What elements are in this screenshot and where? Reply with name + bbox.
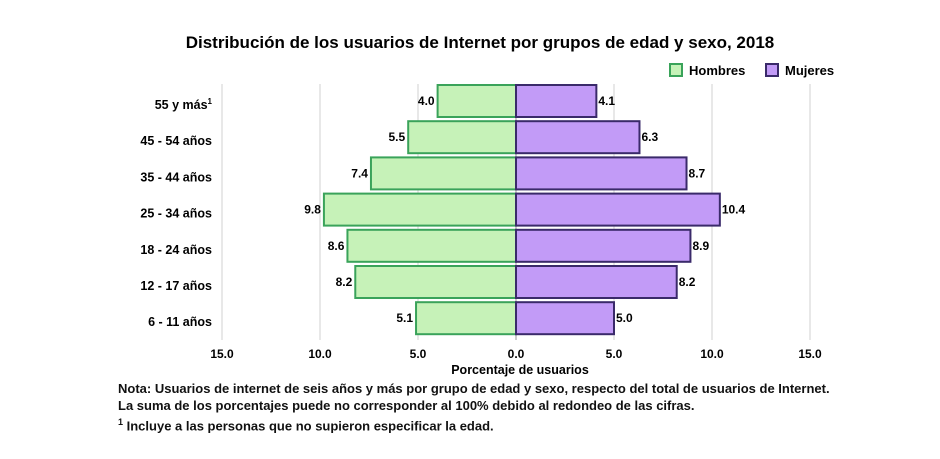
- note-line-1: Nota: Usuarios de internet de seis años …: [118, 381, 830, 396]
- value-label-mujeres: 6.3: [641, 130, 658, 144]
- value-label-mujeres: 8.9: [692, 239, 709, 253]
- category-label: 45 - 54 años: [140, 134, 212, 148]
- bar-mujeres: [515, 301, 615, 336]
- x-tick-label: 10.0: [700, 347, 724, 361]
- note-line-3-text: Incluye a las personas que no supieron e…: [123, 418, 494, 434]
- value-label-hombres: 4.0: [418, 94, 435, 108]
- legend: Hombres Mujeres: [669, 63, 834, 78]
- bar-hombres: [354, 265, 517, 299]
- value-label-mujeres: 5.0: [616, 311, 633, 325]
- legend-hombres-label: Hombres: [689, 63, 745, 78]
- bars: [322, 84, 721, 336]
- bar-mujeres: [515, 265, 678, 299]
- legend-mujeres-swatch: [765, 63, 779, 77]
- chart-title: Distribución de los usuarios de Internet…: [186, 33, 775, 52]
- value-label-hombres: 8.2: [336, 275, 353, 289]
- value-label-mujeres: 8.7: [689, 166, 706, 180]
- value-label-hombres: 7.4: [351, 166, 368, 180]
- value-label-mujeres: 8.2: [679, 275, 696, 289]
- category-label: 25 - 34 años: [140, 207, 212, 221]
- x-axis-label: Porcentaje de usuarios: [451, 363, 589, 377]
- value-label-hombres: 5.1: [396, 311, 413, 325]
- category-label: 35 - 44 años: [140, 170, 212, 184]
- value-label-hombres: 5.5: [389, 130, 406, 144]
- bar-hombres: [369, 156, 517, 191]
- x-tick-label: 0.0: [508, 347, 525, 361]
- bar-hombres: [436, 84, 518, 118]
- x-tick-label: 5.0: [606, 347, 623, 361]
- bar-hombres: [415, 301, 518, 336]
- bar-hombres: [407, 120, 518, 155]
- bar-hombres: [346, 228, 517, 263]
- category-label: 18 - 24 años: [140, 243, 212, 257]
- bar-mujeres: [515, 120, 641, 155]
- x-tick-label: 10.0: [308, 347, 332, 361]
- category-labels: 55 y más1 45 - 54 años 35 - 44 años 25 - 34…: [140, 97, 212, 329]
- bar-mujeres: [515, 228, 692, 263]
- category-label: 55 y más1: [155, 97, 213, 112]
- value-label-mujeres: 4.1: [598, 94, 615, 108]
- population-pyramid-chart: Distribución de los usuarios de Internet…: [140, 33, 834, 377]
- bar-hombres: [322, 192, 518, 227]
- category-label: 6 - 11 años: [148, 315, 212, 329]
- legend-hombres-swatch: [669, 63, 683, 77]
- x-tick-label: 15.0: [210, 347, 234, 361]
- value-label-hombres: 9.8: [304, 203, 321, 217]
- legend-mujeres-label: Mujeres: [785, 63, 834, 78]
- notes: Nota: Usuarios de internet de seis años …: [118, 380, 878, 434]
- x-axis-ticks: 15.0 10.0 5.0 0.0 5.0 10.0 15.0: [210, 347, 822, 361]
- category-label: 12 - 17 años: [140, 279, 212, 293]
- category-superscript: 1: [208, 97, 213, 106]
- x-tick-label: 15.0: [798, 347, 822, 361]
- value-labels: 4.0 4.1 5.5 6.3 7.4 8.7 9.8 10.4 8.6 8.9 8.2 8.2 5.1…: [304, 94, 745, 325]
- x-tick-label: 5.0: [410, 347, 427, 361]
- bar-mujeres: [515, 192, 721, 227]
- value-label-hombres: 8.6: [328, 239, 345, 253]
- note-line-3-mark: 1: [118, 417, 124, 427]
- value-label-mujeres: 10.4: [722, 203, 746, 217]
- note-line-2: La suma de los porcentajes puede no corr…: [118, 398, 695, 413]
- bar-mujeres: [515, 84, 598, 118]
- bar-mujeres: [515, 156, 688, 191]
- note-line-3: 1 Incluye a las personas que no supieron…: [118, 414, 878, 434]
